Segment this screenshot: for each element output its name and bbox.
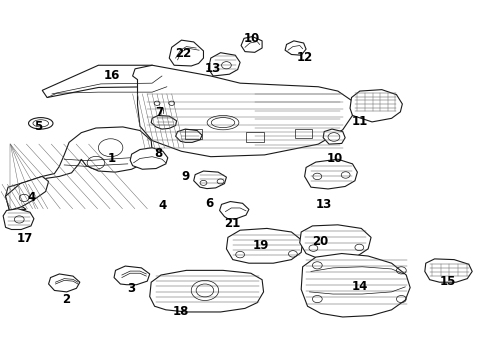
Polygon shape xyxy=(169,40,203,66)
Text: 7: 7 xyxy=(155,106,163,119)
Polygon shape xyxy=(5,127,152,211)
Text: 11: 11 xyxy=(351,116,368,129)
Text: 21: 21 xyxy=(224,217,241,230)
Text: 13: 13 xyxy=(205,62,221,75)
Polygon shape xyxy=(150,270,264,312)
Polygon shape xyxy=(241,37,262,52)
Polygon shape xyxy=(220,202,249,219)
Bar xyxy=(246,132,264,141)
Text: 12: 12 xyxy=(296,51,313,64)
Bar xyxy=(185,130,202,139)
Text: 3: 3 xyxy=(127,282,135,295)
Polygon shape xyxy=(42,65,167,98)
Bar xyxy=(295,129,313,138)
Text: 22: 22 xyxy=(175,47,192,60)
Text: 14: 14 xyxy=(351,280,368,293)
Polygon shape xyxy=(151,116,176,129)
Polygon shape xyxy=(175,129,202,142)
Polygon shape xyxy=(133,65,352,157)
Polygon shape xyxy=(151,97,175,110)
Text: 17: 17 xyxy=(17,231,33,244)
Text: 4: 4 xyxy=(27,191,36,204)
Text: 18: 18 xyxy=(172,306,189,319)
Polygon shape xyxy=(300,225,371,259)
Polygon shape xyxy=(301,253,410,317)
Text: 4: 4 xyxy=(158,199,166,212)
Polygon shape xyxy=(3,209,34,229)
Text: 6: 6 xyxy=(205,197,213,210)
Polygon shape xyxy=(194,171,226,189)
Polygon shape xyxy=(49,274,80,292)
Text: 10: 10 xyxy=(327,152,343,165)
Text: 20: 20 xyxy=(313,235,329,248)
Polygon shape xyxy=(226,228,303,263)
Text: 19: 19 xyxy=(252,239,269,252)
Text: 15: 15 xyxy=(440,275,456,288)
Text: 5: 5 xyxy=(34,121,42,134)
Polygon shape xyxy=(350,90,402,122)
Polygon shape xyxy=(114,266,150,285)
Polygon shape xyxy=(323,129,345,144)
Polygon shape xyxy=(285,41,306,55)
Text: 13: 13 xyxy=(316,198,332,211)
Text: 16: 16 xyxy=(103,69,120,82)
Polygon shape xyxy=(5,176,49,211)
Text: 2: 2 xyxy=(62,293,70,306)
Polygon shape xyxy=(425,259,472,282)
Text: 10: 10 xyxy=(244,32,260,45)
Polygon shape xyxy=(208,53,240,76)
Polygon shape xyxy=(130,148,168,169)
Text: 9: 9 xyxy=(181,170,190,183)
Text: 8: 8 xyxy=(155,147,163,159)
Polygon shape xyxy=(305,159,357,189)
Text: 1: 1 xyxy=(107,152,115,165)
